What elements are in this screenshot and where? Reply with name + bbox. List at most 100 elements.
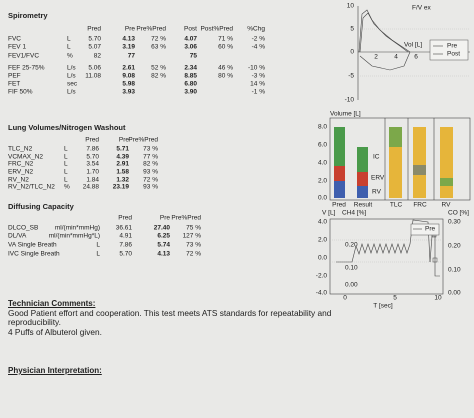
cell: 2.91 xyxy=(116,161,129,168)
cell: 1.32 xyxy=(116,177,129,184)
unit: sec xyxy=(67,81,78,88)
cell: 5.98 xyxy=(122,81,135,88)
axis-label: Vol [L] xyxy=(404,42,422,49)
tick: 4.0 xyxy=(318,160,327,167)
cell: 5.70 xyxy=(119,251,132,258)
cell: -4 % xyxy=(252,44,266,51)
cell: 72 % xyxy=(186,251,201,258)
unit: L xyxy=(64,177,68,184)
cell: 9.08 xyxy=(122,73,135,80)
tick: 8.0 xyxy=(318,124,327,131)
unit: L xyxy=(67,44,71,51)
curve xyxy=(358,9,411,53)
section-title: Spirometry xyxy=(8,11,48,20)
bar-marker xyxy=(413,165,426,175)
cell: 82 % xyxy=(151,73,166,80)
bar-segment xyxy=(334,181,345,198)
cell: 1.84 xyxy=(86,177,99,184)
cell: 80 % xyxy=(218,73,233,80)
column-header: Pre xyxy=(119,137,130,144)
tick: 0.10 xyxy=(345,265,358,272)
unit: L/s xyxy=(67,73,76,80)
cell: 27.40 xyxy=(154,225,171,232)
tick: 10 xyxy=(434,295,442,302)
volume-chart: Volume [L] 8.0 6.0 4.0 2.0 0.0 IC ERV RV… xyxy=(318,111,471,209)
row-label: FEF 25-75% xyxy=(8,65,45,72)
section-title: Technician Comments: xyxy=(8,299,96,308)
cell: 5.71 xyxy=(116,146,129,153)
tick: 0.20 xyxy=(345,242,358,249)
tick: 0.30 xyxy=(448,219,461,226)
cell: 5.70 xyxy=(88,36,101,43)
cell: 75 % xyxy=(186,225,201,232)
cell: 5.70 xyxy=(86,154,99,161)
legend-label: Post xyxy=(447,51,460,58)
tick: 0.0 xyxy=(318,195,327,202)
legend-label: Pre xyxy=(447,43,458,50)
tick: -2.0 xyxy=(316,273,328,280)
legend xyxy=(410,223,440,236)
section-title: Physician Interpretation: xyxy=(8,366,102,375)
column-header: Pre xyxy=(160,215,171,222)
segment-label: ERV xyxy=(371,175,385,182)
tick: 0.10 xyxy=(448,267,461,274)
unit: L xyxy=(96,242,100,249)
cell: 46 % xyxy=(218,65,233,72)
unit: ml/(min*mmHg) xyxy=(55,225,100,232)
axis-label: V [L] xyxy=(322,210,336,217)
axis-label: CH4 [%] xyxy=(342,210,366,217)
row-label: FEV 1 xyxy=(8,44,26,51)
tick: 2.0 xyxy=(318,178,327,185)
unit: L xyxy=(67,36,71,43)
cell: 1.58 xyxy=(116,169,129,176)
tick: 6.0 xyxy=(318,142,327,149)
cell: 8.85 xyxy=(184,73,197,80)
cell: 82 % xyxy=(143,161,158,168)
category: TLC xyxy=(390,202,403,209)
row-label: PEF xyxy=(8,73,21,80)
tick: 2.0 xyxy=(318,237,327,244)
cell: 71 % xyxy=(218,36,233,43)
column-header: Pre%Pred xyxy=(171,215,201,222)
tick: -4.0 xyxy=(316,290,328,297)
tick: 6 xyxy=(414,54,418,61)
column-header: Pre%Pred xyxy=(136,26,166,33)
row-label: DL/VA xyxy=(8,233,27,240)
unit: L xyxy=(64,169,68,176)
cell: 4.07 xyxy=(184,36,197,43)
column-header: Pred xyxy=(118,215,132,222)
flow-volume-chart: F/V ex 10 5 0 -5 -10 2 4 6 Vol [L] Pre P… xyxy=(345,3,470,104)
tick: -10 xyxy=(345,97,355,104)
row-label: FET xyxy=(8,81,20,88)
bar-segment xyxy=(334,127,345,166)
segment-label: IC xyxy=(373,154,380,161)
category: RV xyxy=(442,202,452,209)
unit: L xyxy=(96,251,100,258)
cell: 1.70 xyxy=(86,169,99,176)
cell: 93 % xyxy=(143,169,158,176)
cell: 36.61 xyxy=(116,225,133,232)
unit: L/s xyxy=(67,89,76,96)
comment: Good Patient effort and cooperation. Thi… xyxy=(8,308,332,328)
cell: 4.91 xyxy=(119,233,132,240)
cell: 93 % xyxy=(143,184,158,191)
section-title: Lung Volumes/Nitrogen Washout xyxy=(8,123,126,132)
cell: 52 % xyxy=(151,65,166,72)
tick: 4.0 xyxy=(318,219,327,226)
cell: 5.07 xyxy=(88,44,101,51)
bar xyxy=(440,127,453,198)
legend-label: Pre xyxy=(425,226,436,233)
legend xyxy=(429,39,469,61)
column-header: Pred xyxy=(85,137,99,144)
tick: 10 xyxy=(347,3,355,10)
row-label: TLC_N2 xyxy=(8,146,33,153)
axis-label: Volume [L] xyxy=(330,111,361,118)
diffusion-chart: V [L] CH4 [%] CO [%] 4.0 2.0 0.0 -2.0 -4… xyxy=(316,210,469,310)
cell: 5.74 xyxy=(157,242,170,249)
cell: 3.90 xyxy=(184,89,197,96)
cell: 82 xyxy=(94,53,102,60)
cell: 6.25 xyxy=(157,233,170,240)
bar-marker xyxy=(440,178,453,186)
column-header: %Chg xyxy=(247,26,265,33)
unit: L xyxy=(64,161,68,168)
